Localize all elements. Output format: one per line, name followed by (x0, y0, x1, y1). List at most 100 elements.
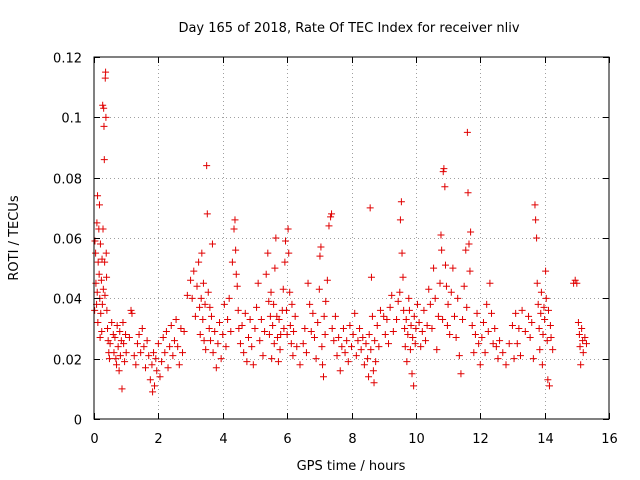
data-point (253, 303, 261, 311)
data-point (91, 306, 99, 314)
data-point (119, 318, 127, 326)
y-tick-label: 0.06 (53, 233, 82, 248)
x-tick-label: 16 (601, 432, 618, 447)
data-point (142, 364, 149, 372)
data-point (449, 264, 457, 272)
data-point (248, 343, 256, 351)
data-point (227, 328, 235, 336)
data-point (277, 331, 285, 339)
data-point (256, 337, 264, 345)
data-point (486, 279, 494, 287)
data-point (402, 315, 410, 323)
data-point (197, 294, 205, 302)
data-point (410, 312, 418, 320)
data-point (199, 315, 207, 323)
data-point (444, 300, 452, 308)
data-point (220, 300, 228, 308)
data-point (265, 331, 273, 339)
data-point (93, 288, 101, 296)
data-point (302, 349, 310, 357)
data-point (153, 367, 161, 375)
data-point (282, 306, 290, 314)
data-point (328, 325, 336, 332)
data-point (413, 300, 421, 308)
data-point (356, 325, 364, 332)
data-point (352, 352, 360, 360)
data-point (170, 337, 178, 345)
data-point (366, 204, 374, 212)
data-point (318, 343, 326, 351)
data-point (284, 225, 292, 233)
data-point (439, 168, 447, 176)
data-point (214, 340, 222, 348)
data-point (428, 325, 436, 332)
data-point (207, 312, 215, 320)
data-point (152, 355, 160, 363)
data-point (582, 340, 590, 348)
data-point (94, 192, 102, 200)
data-point (113, 321, 121, 329)
data-point (97, 309, 105, 317)
data-point (405, 306, 413, 314)
data-point (236, 340, 244, 348)
data-point (365, 373, 373, 381)
data-point (203, 162, 211, 170)
data-point (457, 370, 465, 378)
data-point (336, 367, 344, 375)
data-point (279, 285, 287, 293)
x-axis-label: GPS time / hours (297, 459, 406, 474)
data-point (491, 325, 499, 332)
data-point (105, 355, 113, 363)
data-point (94, 258, 102, 266)
data-point (109, 331, 117, 339)
y-tick-label: 0.08 (53, 173, 82, 188)
data-point (462, 246, 470, 254)
data-point (473, 309, 481, 317)
data-point (389, 328, 397, 336)
data-point (286, 321, 294, 329)
data-point (362, 340, 370, 348)
data-point (187, 276, 195, 284)
data-point (317, 243, 325, 251)
data-point (488, 309, 496, 317)
data-point (216, 318, 224, 326)
data-point (515, 325, 523, 332)
chart-title: Day 165 of 2018, Rate Of TEC Index for r… (178, 21, 519, 36)
data-point (367, 346, 375, 354)
data-point (534, 300, 542, 308)
data-point (513, 340, 521, 348)
data-point (328, 210, 336, 218)
data-point (423, 321, 431, 329)
data-point (276, 346, 284, 354)
data-point (438, 246, 446, 254)
data-point (232, 246, 240, 254)
data-point (97, 276, 105, 284)
data-point (249, 361, 257, 369)
data-point (401, 325, 409, 332)
data-point (547, 334, 555, 342)
data-point (274, 358, 282, 366)
y-axis-ticks: 0 0.02 0.04 0.06 0.08 0.1 0.12 (53, 52, 609, 429)
data-point (122, 349, 130, 357)
data-point (257, 315, 265, 323)
data-point (405, 294, 413, 302)
data-point (543, 337, 551, 345)
data-point (175, 361, 183, 369)
data-point (460, 282, 468, 290)
data-point (190, 267, 198, 275)
data-point (149, 388, 157, 396)
data-point (304, 279, 312, 287)
data-point (375, 343, 383, 351)
data-point (265, 297, 273, 305)
data-point (418, 328, 426, 336)
data-point (264, 249, 272, 257)
data-point (254, 279, 262, 287)
data-point (95, 201, 103, 209)
data-point (241, 309, 249, 317)
data-point (230, 225, 238, 233)
data-point (476, 361, 484, 369)
data-point (537, 309, 545, 317)
data-point (145, 352, 153, 360)
data-point (446, 331, 454, 339)
data-point (104, 325, 112, 332)
